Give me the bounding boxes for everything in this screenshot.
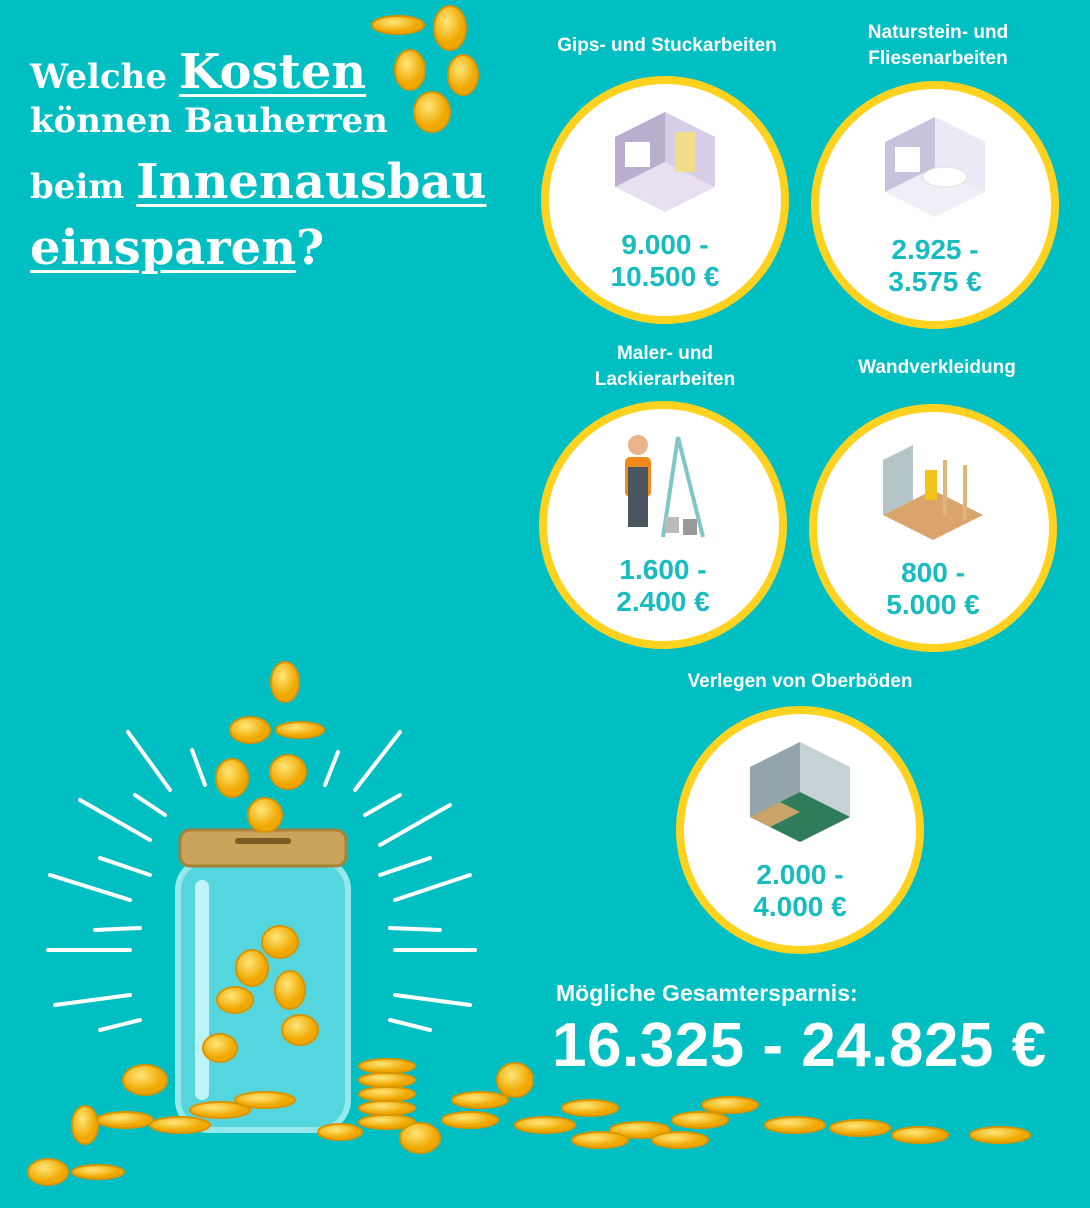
title-text: Welche: [30, 57, 179, 97]
category-label: Wandverkleidung: [858, 357, 1016, 378]
price-range: 800 -5.000 €: [886, 557, 980, 620]
total-savings-value: 16.325 - 24.825 €: [552, 1011, 1047, 1080]
painter-ladder-icon: [625, 435, 705, 538]
category-label: Maler- und Lackierarbeiten: [594, 343, 736, 390]
shine-rays: [46, 730, 477, 1032]
title-text: können Bauherren: [30, 101, 388, 141]
price-range: 1.600 -2.400 €: [616, 554, 710, 617]
drywall-room-icon: [615, 112, 715, 212]
category-circle-oberboeden: 2.000 -4.000 €: [676, 706, 924, 954]
price-range: 9.000 -10.500 €: [610, 229, 720, 292]
title-qmark: ?: [296, 220, 325, 276]
page-title: Welche Kosten können Bauherren beim Inne…: [30, 48, 486, 272]
category-circle-naturstein: 2.925 -3.575 €: [811, 81, 1059, 329]
price-range: 2.000 -4.000 €: [753, 859, 847, 922]
category-circle-wandverkleidung: 800 -5.000 €: [809, 404, 1057, 652]
category-label: Gips- und Stuckarbeiten: [557, 35, 777, 56]
wall-cladding-icon: [883, 445, 983, 540]
category-circle-gips: 9.000 -10.500 €: [541, 76, 789, 324]
gold-coins: [27, 5, 1031, 1186]
title-emphasis: Kosten: [178, 44, 367, 100]
category-label: Verlegen von Oberböden: [687, 671, 913, 692]
bathroom-tiling-icon: [885, 117, 985, 217]
title-emphasis: Innenausbau: [136, 154, 487, 210]
price-range: 2.925 -3.575 €: [888, 234, 982, 297]
title-text: beim: [30, 167, 137, 207]
category-circle-maler: 1.600 -2.400 €: [539, 401, 787, 649]
flooring-room-icon: [750, 742, 850, 842]
category-label: Naturstein- und Fliesenarbeiten: [867, 22, 1009, 69]
title-emphasis: einsparen: [30, 220, 297, 276]
total-savings-label: Mögliche Gesamtersparnis:: [556, 980, 858, 1006]
